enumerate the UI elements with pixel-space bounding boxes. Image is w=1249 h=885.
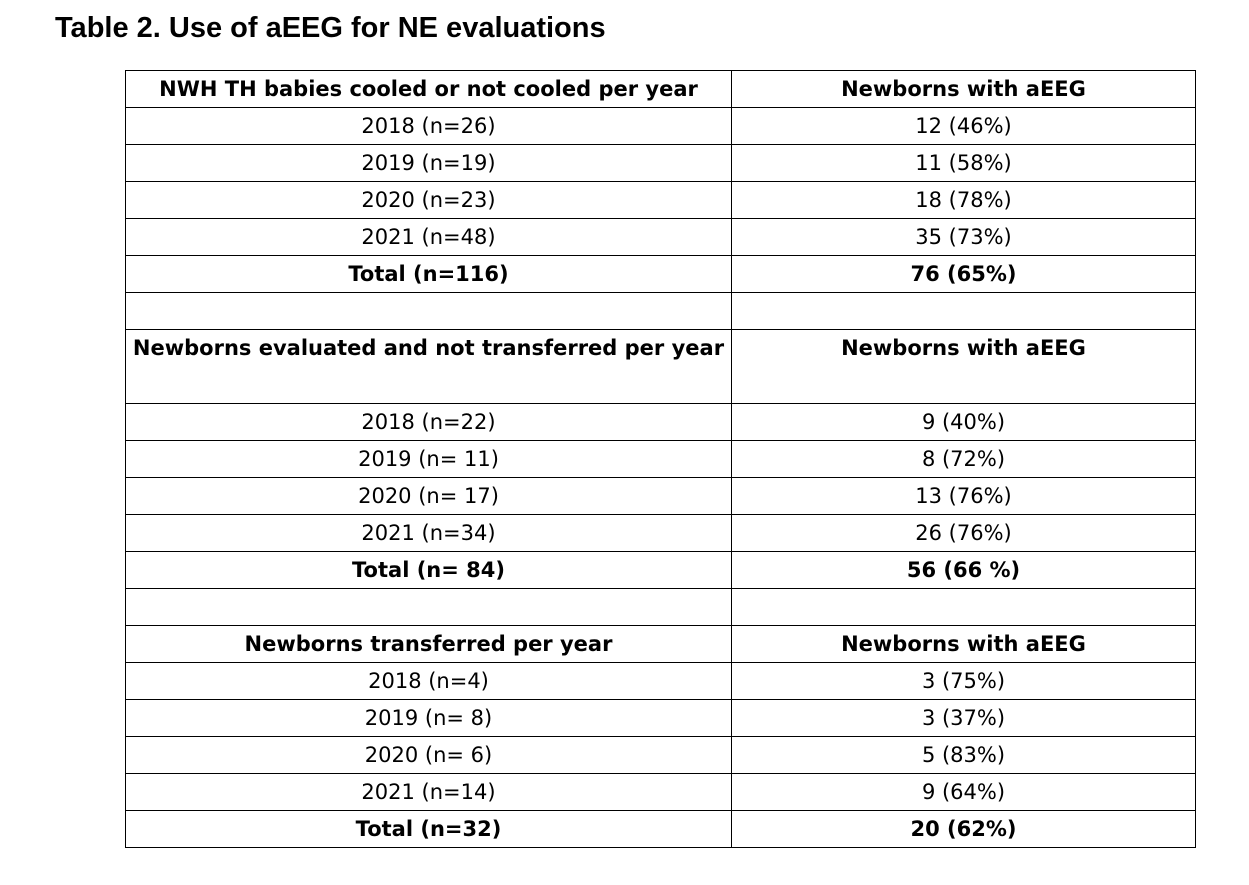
header-cell: Newborns evaluated and not transferred p… bbox=[125, 329, 732, 404]
year-cell: 2020 (n= 17) bbox=[125, 477, 732, 515]
spacer-row bbox=[125, 588, 1196, 626]
year-cell: 2019 (n=19) bbox=[125, 144, 732, 182]
section-header-row: NWH TH babies cooled or not cooled per y… bbox=[125, 70, 1196, 108]
year-cell: 2018 (n=26) bbox=[125, 107, 732, 145]
aeeg-cell: 3 (75%) bbox=[731, 662, 1196, 700]
aeeg-table: NWH TH babies cooled or not cooled per y… bbox=[125, 70, 1196, 848]
year-cell: 2019 (n= 8) bbox=[125, 699, 732, 737]
total-row: Total (n= 84) 56 (66 %) bbox=[125, 551, 1196, 589]
table-row: 2021 (n=34) 26 (76%) bbox=[125, 514, 1196, 552]
header-cell: Newborns with aEEG bbox=[731, 329, 1196, 404]
aeeg-cell: 35 (73%) bbox=[731, 218, 1196, 256]
section-header-row: Newborns evaluated and not transferred p… bbox=[125, 329, 1196, 404]
aeeg-cell: 8 (72%) bbox=[731, 440, 1196, 478]
aeeg-cell: 5 (83%) bbox=[731, 736, 1196, 774]
table-row: 2020 (n= 6) 5 (83%) bbox=[125, 736, 1196, 774]
year-cell: 2019 (n= 11) bbox=[125, 440, 732, 478]
aeeg-cell: 12 (46%) bbox=[731, 107, 1196, 145]
empty-cell bbox=[125, 292, 732, 330]
section-header-row: Newborns transferred per year Newborns w… bbox=[125, 625, 1196, 663]
table-row: 2019 (n= 8) 3 (37%) bbox=[125, 699, 1196, 737]
total-row: Total (n=116) 76 (65%) bbox=[125, 255, 1196, 293]
total-label-cell: Total (n= 84) bbox=[125, 551, 732, 589]
table-row: 2018 (n=22) 9 (40%) bbox=[125, 403, 1196, 441]
total-label-cell: Total (n=116) bbox=[125, 255, 732, 293]
aeeg-cell: 18 (78%) bbox=[731, 181, 1196, 219]
empty-cell bbox=[731, 292, 1196, 330]
year-cell: 2018 (n=22) bbox=[125, 403, 732, 441]
aeeg-cell: 3 (37%) bbox=[731, 699, 1196, 737]
table-row: 2021 (n=48) 35 (73%) bbox=[125, 218, 1196, 256]
total-label-cell: Total (n=32) bbox=[125, 810, 732, 848]
empty-cell bbox=[125, 588, 732, 626]
table-row: 2018 (n=4) 3 (75%) bbox=[125, 662, 1196, 700]
year-cell: 2020 (n=23) bbox=[125, 181, 732, 219]
header-cell: Newborns with aEEG bbox=[731, 625, 1196, 663]
table-row: 2020 (n=23) 18 (78%) bbox=[125, 181, 1196, 219]
total-value-cell: 76 (65%) bbox=[731, 255, 1196, 293]
header-cell: Newborns with aEEG bbox=[731, 70, 1196, 108]
header-cell: NWH TH babies cooled or not cooled per y… bbox=[125, 70, 732, 108]
empty-cell bbox=[731, 588, 1196, 626]
total-value-cell: 56 (66 %) bbox=[731, 551, 1196, 589]
year-cell: 2018 (n=4) bbox=[125, 662, 732, 700]
year-cell: 2021 (n=34) bbox=[125, 514, 732, 552]
table-row: 2018 (n=26) 12 (46%) bbox=[125, 107, 1196, 145]
aeeg-cell: 9 (40%) bbox=[731, 403, 1196, 441]
year-cell: 2021 (n=48) bbox=[125, 218, 732, 256]
year-cell: 2020 (n= 6) bbox=[125, 736, 732, 774]
table-row: 2019 (n=19) 11 (58%) bbox=[125, 144, 1196, 182]
table-row: 2021 (n=14) 9 (64%) bbox=[125, 773, 1196, 811]
table-row: 2020 (n= 17) 13 (76%) bbox=[125, 477, 1196, 515]
total-row: Total (n=32) 20 (62%) bbox=[125, 810, 1196, 848]
total-value-cell: 20 (62%) bbox=[731, 810, 1196, 848]
aeeg-cell: 13 (76%) bbox=[731, 477, 1196, 515]
aeeg-cell: 26 (76%) bbox=[731, 514, 1196, 552]
aeeg-cell: 9 (64%) bbox=[731, 773, 1196, 811]
table-row: 2019 (n= 11) 8 (72%) bbox=[125, 440, 1196, 478]
year-cell: 2021 (n=14) bbox=[125, 773, 732, 811]
spacer-row bbox=[125, 292, 1196, 330]
aeeg-cell: 11 (58%) bbox=[731, 144, 1196, 182]
table-title: Table 2. Use of aEEG for NE evaluations bbox=[55, 12, 606, 44]
header-cell: Newborns transferred per year bbox=[125, 625, 732, 663]
